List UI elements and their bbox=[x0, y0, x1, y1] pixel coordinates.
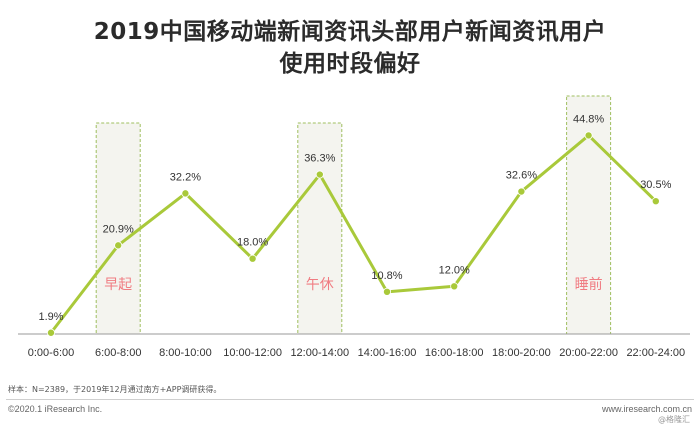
data-label: 32.2% bbox=[170, 171, 201, 183]
highlight-label: 午休 bbox=[306, 277, 334, 293]
data-label: 20.9% bbox=[103, 223, 134, 235]
x-tick-label: 0:00-6:00 bbox=[28, 347, 74, 359]
x-tick-label: 10:00-12:00 bbox=[223, 347, 282, 359]
highlight-band bbox=[297, 122, 343, 335]
footer-divider bbox=[6, 399, 694, 400]
data-label: 10.8% bbox=[371, 270, 402, 282]
x-tick-label: 22:00-24:00 bbox=[626, 347, 685, 359]
watermark-text: @格隆汇 bbox=[658, 415, 690, 424]
data-point bbox=[382, 287, 391, 296]
highlight-band bbox=[95, 122, 141, 335]
data-label: 32.6% bbox=[506, 170, 537, 182]
x-tick-label: 6:00-8:00 bbox=[95, 347, 141, 359]
x-tick-label: 14:00-16:00 bbox=[358, 347, 417, 359]
chart-title-line2: 使用时段偏好 bbox=[279, 51, 421, 77]
data-label: 1.9% bbox=[38, 311, 63, 323]
x-tick-label: 8:00-10:00 bbox=[159, 347, 212, 359]
highlight-label: 睡前 bbox=[575, 276, 603, 293]
copyright-text: ©2020.1 iResearch Inc. bbox=[8, 404, 103, 414]
highlight-label: 早起 bbox=[104, 277, 132, 293]
website-link[interactable]: www.iresearch.com.cn bbox=[601, 404, 692, 414]
data-label: 18.0% bbox=[237, 237, 268, 249]
data-point bbox=[114, 241, 123, 250]
data-point bbox=[181, 189, 190, 198]
series-line bbox=[49, 133, 658, 335]
x-tick-label: 18:00-20:00 bbox=[492, 347, 551, 359]
data-label: 12.0% bbox=[439, 264, 470, 276]
data-point bbox=[47, 328, 56, 337]
data-label: 44.8% bbox=[573, 113, 604, 125]
sample-note: 样本：N=2389，于2019年12月通过南方+APP调研获得。 bbox=[8, 385, 222, 394]
chart-title-line1: 2019中国移动端新闻资讯头部用户新闻资讯用户 bbox=[93, 19, 607, 45]
data-label: 36.3% bbox=[304, 153, 335, 165]
data-point bbox=[584, 131, 593, 140]
data-point bbox=[248, 254, 257, 263]
data-point bbox=[450, 282, 459, 291]
data-point bbox=[315, 170, 324, 179]
x-tick-label: 12:00-14:00 bbox=[290, 347, 349, 359]
data-point bbox=[651, 197, 660, 206]
x-tick-label: 20:00-22:00 bbox=[559, 347, 618, 359]
data-point bbox=[517, 187, 526, 196]
data-label: 30.5% bbox=[640, 179, 671, 191]
x-tick-label: 16:00-18:00 bbox=[425, 347, 484, 359]
